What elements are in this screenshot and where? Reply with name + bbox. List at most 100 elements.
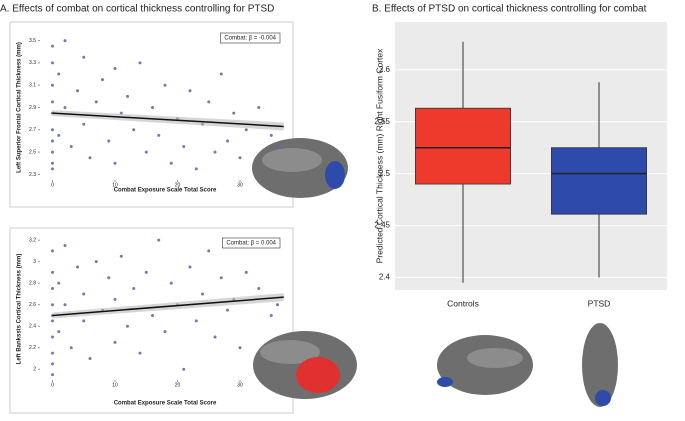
data-point bbox=[151, 106, 154, 109]
data-point bbox=[232, 111, 236, 115]
y-tick-label: 2.45 bbox=[374, 221, 390, 230]
y-tick-label: 3.2 bbox=[29, 237, 36, 243]
data-point bbox=[219, 276, 223, 280]
x-tick-label: 20 bbox=[175, 182, 181, 188]
data-point bbox=[51, 373, 54, 377]
annotation-box bbox=[222, 237, 281, 249]
data-point bbox=[51, 303, 54, 307]
data-point bbox=[82, 55, 86, 59]
data-point bbox=[51, 249, 54, 253]
data-point bbox=[201, 292, 204, 296]
data-point bbox=[169, 161, 173, 165]
data-point bbox=[238, 346, 242, 350]
y-tick-label: 2.4 bbox=[379, 273, 391, 282]
data-point bbox=[113, 297, 117, 301]
data-point bbox=[207, 100, 211, 104]
data-point bbox=[113, 66, 117, 70]
data-point bbox=[69, 346, 73, 350]
data-point bbox=[57, 72, 61, 76]
data-point bbox=[151, 313, 154, 317]
data-point bbox=[207, 249, 211, 253]
y-tick-label: 2.5 bbox=[379, 169, 391, 178]
data-point bbox=[269, 133, 273, 137]
data-point bbox=[51, 362, 54, 366]
brain-image bbox=[252, 138, 348, 198]
annotation-box bbox=[220, 32, 281, 44]
brain-image bbox=[253, 331, 357, 399]
data-point bbox=[82, 319, 86, 323]
data-point bbox=[94, 260, 98, 264]
data-point bbox=[138, 351, 142, 355]
data-point bbox=[94, 100, 98, 104]
y-tick-label: 2.6 bbox=[29, 302, 36, 308]
data-point bbox=[51, 335, 54, 339]
x-tick-label: 10 bbox=[112, 182, 118, 188]
data-point bbox=[157, 133, 161, 137]
data-point bbox=[132, 128, 136, 132]
data-point bbox=[213, 335, 217, 339]
y-tick-label: 2.7 bbox=[29, 127, 36, 133]
panel-frame bbox=[9, 227, 294, 414]
y-tick-label: 2.55 bbox=[374, 117, 390, 126]
data-point bbox=[163, 83, 167, 87]
x-tick-label: 20 bbox=[175, 382, 181, 388]
x-tick-label: PTSD bbox=[588, 298, 611, 308]
data-point bbox=[76, 265, 79, 269]
brain-image bbox=[437, 323, 618, 407]
y-tick-label: 2.6 bbox=[379, 65, 391, 74]
data-point bbox=[57, 330, 61, 334]
data-point bbox=[107, 139, 111, 143]
x-axis-label: Combat Exposure Scale Total Score bbox=[114, 188, 217, 194]
data-point bbox=[219, 72, 223, 76]
data-point bbox=[51, 61, 54, 65]
data-point bbox=[88, 356, 92, 360]
data-point bbox=[257, 106, 261, 109]
y-tick-label: 2.3 bbox=[29, 172, 36, 178]
data-point bbox=[76, 89, 79, 93]
y-tick-label: 2.5 bbox=[29, 149, 36, 155]
data-point bbox=[244, 128, 248, 132]
data-point bbox=[63, 244, 67, 248]
data-point bbox=[57, 133, 61, 137]
data-point bbox=[269, 313, 273, 317]
data-point bbox=[63, 39, 67, 43]
x-tick-label: 0 bbox=[51, 182, 54, 188]
data-point bbox=[144, 150, 148, 154]
data-point bbox=[51, 100, 54, 104]
data-point bbox=[82, 292, 86, 296]
data-point bbox=[88, 156, 92, 160]
x-tick-label: Controls bbox=[447, 298, 479, 308]
box bbox=[551, 147, 648, 215]
data-point bbox=[126, 324, 129, 328]
data-point bbox=[138, 61, 142, 65]
data-point bbox=[82, 122, 86, 126]
data-point bbox=[57, 281, 61, 285]
data-point bbox=[276, 303, 279, 307]
data-point bbox=[101, 78, 104, 82]
data-point bbox=[113, 340, 117, 344]
data-point bbox=[63, 303, 67, 307]
data-point bbox=[51, 351, 54, 355]
data-point bbox=[113, 161, 117, 165]
data-point bbox=[244, 270, 248, 274]
annotation: Combat: β = -0.004 bbox=[224, 36, 276, 42]
y-axis-label: Predicted Cortical Thickness (mm) Right … bbox=[374, 48, 384, 264]
data-point bbox=[51, 319, 54, 323]
data-point bbox=[226, 139, 229, 143]
data-point bbox=[194, 319, 198, 323]
data-point bbox=[238, 156, 242, 160]
y-tick-label: 3.1 bbox=[29, 83, 36, 89]
panel-title: B. Effects of PTSD on cortical thickness… bbox=[372, 4, 647, 15]
x-tick-label: 30 bbox=[237, 382, 243, 388]
data-point bbox=[194, 167, 198, 171]
data-point bbox=[163, 330, 167, 334]
data-point bbox=[51, 83, 54, 87]
y-tick-label: 2.4 bbox=[29, 324, 36, 330]
data-point bbox=[188, 89, 192, 93]
data-point bbox=[144, 270, 148, 274]
data-point bbox=[51, 167, 54, 171]
fit-line bbox=[52, 112, 284, 128]
data-point bbox=[126, 94, 129, 98]
data-point bbox=[107, 276, 111, 280]
